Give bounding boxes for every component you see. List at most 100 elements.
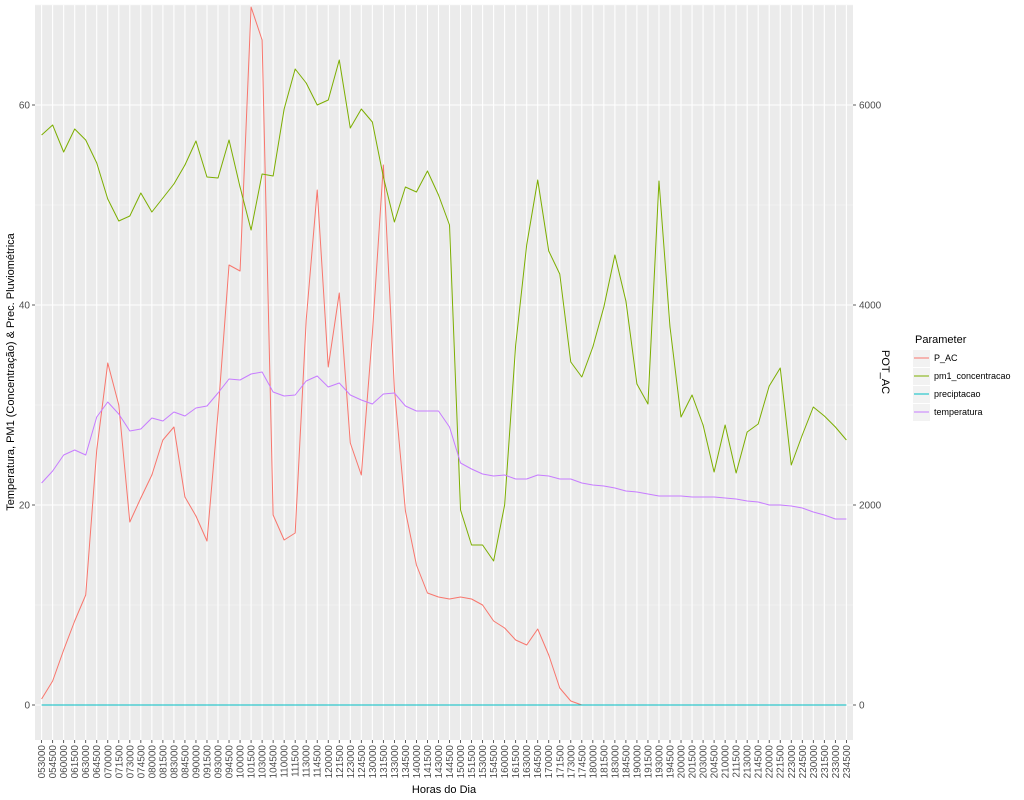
x-tick-label: 153000 — [478, 745, 489, 779]
series-lines — [41, 6, 847, 706]
x-tick-label: 084500 — [180, 745, 191, 779]
series-line-pm1_concentracao — [41, 59, 847, 562]
x-tick-label: 113000 — [302, 745, 313, 778]
x-tick-label: 174500 — [577, 745, 588, 779]
left-y-tick-label: 0 — [24, 701, 30, 712]
x-tick-label: 083000 — [169, 745, 180, 779]
x-tick-label: 213000 — [743, 745, 754, 779]
x-tick-label: 221500 — [776, 745, 787, 779]
x-tick-label: 194500 — [666, 745, 677, 779]
legend-label-temperatura: temperatura — [934, 407, 983, 417]
left-y-tick-label: 20 — [19, 501, 31, 512]
x-tick-label: 200000 — [677, 745, 688, 779]
x-tick-label: 103000 — [258, 745, 269, 779]
x-tick-label: 230000 — [809, 745, 820, 779]
x-tick-label: 101500 — [247, 745, 258, 779]
x-tick-label: 164500 — [533, 745, 544, 779]
x-tick-label: 211500 — [732, 745, 743, 778]
x-tick-label: 130000 — [368, 745, 379, 779]
x-tick-label: 201500 — [688, 745, 699, 779]
legend-title: Parameter — [915, 334, 967, 346]
x-tick-label: 154500 — [489, 745, 500, 779]
x-tick-label: 190000 — [632, 745, 643, 779]
legend-label-P_AC: P_AC — [934, 353, 958, 363]
x-tick-label: 054500 — [48, 745, 59, 779]
x-tick-label: 183000 — [610, 745, 621, 779]
x-axis: 053000 054500 060000 061500 063000 064500 0700… — [37, 740, 853, 778]
x-tick-label: 081500 — [158, 745, 169, 779]
x-tick-label: 173000 — [566, 745, 577, 779]
x-tick-label: 131500 — [379, 745, 390, 779]
x-tick-label: 231500 — [820, 745, 831, 779]
x-tick-label: 053000 — [37, 745, 48, 779]
x-tick-label: 070000 — [103, 745, 114, 779]
plot-panel — [35, 5, 853, 740]
right-y-tick-label: 6000 — [859, 101, 882, 112]
x-tick-label: 160000 — [500, 745, 511, 779]
x-tick-label: 224500 — [798, 745, 809, 779]
x-tick-label: 143000 — [434, 745, 445, 779]
legend-label-pm1_concentracao: pm1_concentracao — [934, 371, 1011, 381]
major-gridlines — [35, 5, 853, 740]
x-tick-label: 133000 — [390, 745, 401, 779]
x-tick-label: 123000 — [346, 745, 357, 779]
x-tick-label: 064500 — [92, 745, 103, 779]
x-tick-label: 180000 — [588, 745, 599, 779]
right-y-tick-label: 0 — [859, 701, 865, 712]
x-tick-label: 151500 — [467, 745, 478, 779]
x-tick-label: 110000 — [280, 745, 291, 778]
right-y-tick-label: 2000 — [859, 501, 882, 512]
left-y-axis-title: Temperatura, PM1 (Concentração) & Prec. … — [5, 232, 17, 510]
x-tick-label: 071500 — [114, 745, 125, 779]
x-tick-label: 120000 — [324, 745, 335, 779]
x-tick-label: 094500 — [225, 745, 236, 779]
x-tick-label: 144500 — [445, 745, 456, 779]
right-y-axis-title: POT_AC — [879, 350, 891, 394]
x-tick-label: 104500 — [269, 745, 280, 779]
x-tick-label: 181500 — [599, 745, 610, 779]
x-tick-label: 191500 — [643, 745, 654, 779]
x-tick-label: 210000 — [721, 745, 732, 779]
left-y-tick-label: 60 — [19, 101, 31, 112]
x-tick-label: 090000 — [191, 745, 202, 779]
x-tick-label: 184500 — [621, 745, 632, 779]
x-tick-label: 204500 — [710, 745, 721, 779]
legend: Parameter P_AC pm1_concentracao preciptaca… — [913, 334, 1011, 421]
x-tick-label: 063000 — [81, 745, 92, 779]
x-tick-label: 093000 — [214, 745, 225, 779]
x-tick-label: 074500 — [136, 745, 147, 779]
x-tick-label: 233000 — [831, 745, 842, 779]
left-y-tick-label: 40 — [19, 301, 31, 312]
series-line-temperatura — [41, 371, 847, 520]
minor-gridlines — [35, 4, 853, 606]
left-y-axis: 0 20 40 60 — [19, 101, 35, 712]
x-tick-label: 150000 — [456, 745, 467, 779]
x-tick-label: 223000 — [787, 745, 798, 779]
x-tick-label: 220000 — [765, 745, 776, 779]
x-tick-label: 234500 — [842, 745, 853, 779]
x-tick-label: 193000 — [654, 745, 665, 779]
right-y-tick-label: 4000 — [859, 301, 882, 312]
right-y-axis: 0 2000 4000 6000 — [853, 101, 882, 712]
x-tick-label: 073000 — [125, 745, 136, 779]
x-tick-label: 080000 — [147, 745, 158, 779]
x-tick-label: 171500 — [555, 745, 566, 779]
x-tick-label: 100000 — [236, 745, 247, 779]
x-tick-label: 061500 — [70, 745, 81, 779]
x-tick-label: 060000 — [59, 745, 70, 779]
x-tick-label: 091500 — [202, 745, 213, 779]
x-tick-label: 111500 — [291, 745, 302, 777]
x-tick-label: 124500 — [357, 745, 368, 779]
x-tick-label: 141500 — [423, 745, 434, 779]
x-axis-title: Horas do Dia — [412, 784, 477, 796]
legend-label-preciptacao: preciptacao — [934, 389, 981, 399]
x-tick-label: 140000 — [412, 745, 423, 779]
x-tick-label: 170000 — [544, 745, 555, 779]
x-tick-label: 214500 — [754, 745, 765, 779]
x-tick-label: 203000 — [699, 745, 710, 779]
x-tick-label: 134500 — [401, 745, 412, 779]
x-tick-label: 114500 — [313, 745, 324, 778]
x-tick-label: 161500 — [511, 745, 522, 779]
x-tick-label: 121500 — [335, 745, 346, 779]
